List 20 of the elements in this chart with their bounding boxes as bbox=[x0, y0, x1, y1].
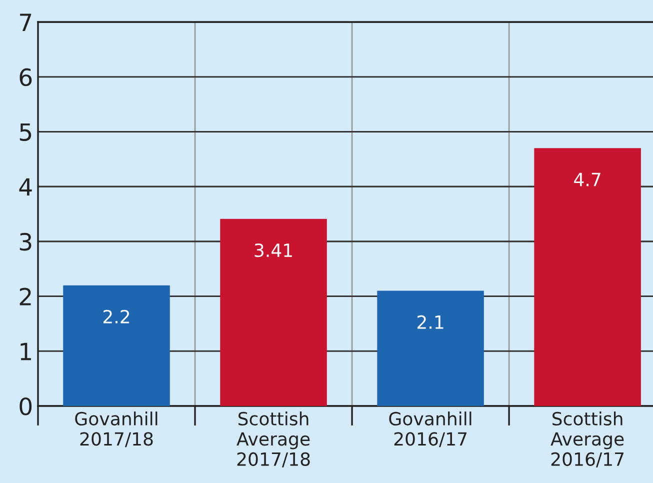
y-tick-label: 0 bbox=[20, 397, 32, 416]
y-tick-label: 4 bbox=[19, 178, 32, 196]
x-tick-label: Govanhill 2016/17 bbox=[389, 412, 472, 448]
x-tick-label: Scottish Average 2017/18 bbox=[236, 412, 310, 468]
data-label: 2.2 bbox=[103, 310, 130, 324]
data-label: 3.41 bbox=[254, 243, 292, 258]
bar bbox=[534, 148, 641, 406]
data-label: 2.1 bbox=[418, 315, 444, 329]
data-label: 4.7 bbox=[574, 172, 600, 186]
y-tick-label: 1 bbox=[20, 342, 31, 360]
bar bbox=[377, 290, 484, 406]
x-tick-label: Govanhill 2017/18 bbox=[75, 412, 158, 448]
y-tick-label: 5 bbox=[20, 123, 32, 142]
bar bbox=[220, 218, 327, 406]
y-tick-label: 3 bbox=[20, 232, 32, 251]
y-tick-label: 2 bbox=[20, 288, 31, 306]
y-tick-label: 7 bbox=[20, 14, 32, 31]
x-tick-label: Scottish Average 2016/17 bbox=[550, 412, 624, 468]
bar bbox=[63, 285, 170, 406]
y-tick-label: 6 bbox=[20, 68, 32, 86]
